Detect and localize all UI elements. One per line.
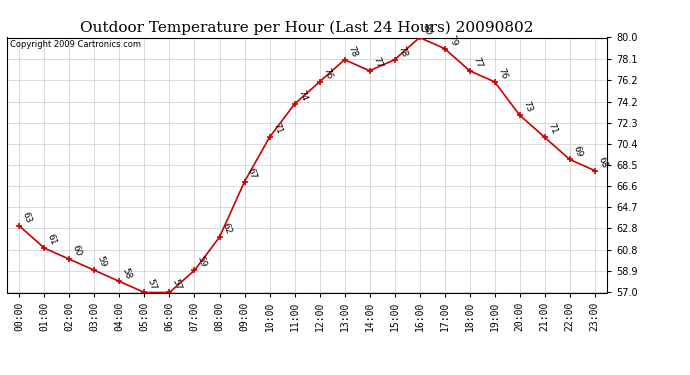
- Text: 67: 67: [246, 166, 258, 180]
- Text: 73: 73: [521, 100, 533, 114]
- Text: 69: 69: [571, 144, 584, 158]
- Text: Copyright 2009 Cartronics.com: Copyright 2009 Cartronics.com: [10, 40, 141, 49]
- Text: 57: 57: [146, 277, 158, 291]
- Text: 59: 59: [96, 255, 108, 269]
- Text: 77: 77: [371, 56, 384, 69]
- Text: 74: 74: [296, 89, 308, 103]
- Text: 71: 71: [546, 122, 558, 136]
- Text: 68: 68: [596, 155, 609, 169]
- Text: 62: 62: [221, 222, 233, 236]
- Title: Outdoor Temperature per Hour (Last 24 Hours) 20090802: Outdoor Temperature per Hour (Last 24 Ho…: [80, 21, 534, 35]
- Text: 77: 77: [471, 56, 484, 69]
- Text: 78: 78: [396, 44, 408, 58]
- Text: 76: 76: [496, 67, 509, 81]
- Text: 71: 71: [271, 122, 284, 136]
- Text: 78: 78: [346, 44, 358, 58]
- Text: 57: 57: [171, 277, 184, 291]
- Text: 79: 79: [446, 33, 458, 47]
- Text: 60: 60: [71, 244, 83, 258]
- Text: 59: 59: [196, 255, 208, 269]
- Text: 80: 80: [421, 22, 433, 36]
- Text: 76: 76: [321, 67, 333, 81]
- Text: 61: 61: [46, 233, 58, 247]
- Text: 58: 58: [121, 266, 133, 280]
- Text: 63: 63: [21, 211, 33, 225]
